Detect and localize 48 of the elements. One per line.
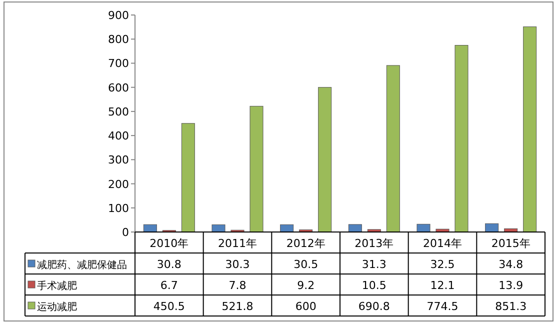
data-label: 31.3 <box>362 258 386 271</box>
data-label: 450.5 <box>153 300 185 313</box>
data-label: 34.8 <box>498 258 524 271</box>
bar <box>318 87 332 232</box>
bar <box>454 45 468 232</box>
y-tick-label: 700 <box>108 57 129 70</box>
data-label: 851.3 <box>495 300 527 313</box>
bar <box>485 223 499 232</box>
legend-label: 运动减肥 <box>37 301 77 313</box>
legend-label: 手术减肥 <box>37 280 77 292</box>
y-tick-label: 200 <box>108 178 129 191</box>
y-tick-label: 500 <box>108 105 129 118</box>
data-label: 774.5 <box>426 300 458 313</box>
data-label: 600 <box>295 300 316 313</box>
y-tick-label: 800 <box>108 33 129 46</box>
x-tick-label: 2015年 <box>491 237 530 250</box>
y-tick-label: 900 <box>108 9 129 22</box>
bar <box>250 106 264 232</box>
data-label: 9.2 <box>297 279 315 292</box>
data-label: 6.7 <box>160 279 178 292</box>
data-label: 30.5 <box>294 258 318 271</box>
y-tick-label: 300 <box>108 154 129 167</box>
x-tick-label: 2014年 <box>423 237 462 250</box>
data-label: 690.8 <box>358 300 390 313</box>
y-tick-label: 100 <box>108 202 129 215</box>
y-tick-label: 400 <box>108 130 129 143</box>
bar <box>143 224 157 232</box>
legend-label: 减肥药、减肥保健品 <box>37 259 127 271</box>
data-label: 30.8 <box>156 258 182 271</box>
bar <box>386 65 400 232</box>
y-tick-label: 0 <box>122 226 129 239</box>
data-label: 30.3 <box>225 258 250 271</box>
x-tick-label: 2010年 <box>150 237 189 250</box>
bar <box>523 26 537 232</box>
y-tick-label: 600 <box>108 81 129 94</box>
bar <box>348 224 362 232</box>
data-label: 7.8 <box>228 279 246 292</box>
x-tick-label: 2013年 <box>354 237 394 250</box>
x-tick-label: 2012年 <box>286 237 326 250</box>
bar <box>181 123 195 232</box>
data-label: 12.1 <box>430 279 455 292</box>
data-label: 13.9 <box>498 279 524 292</box>
data-label: 521.8 <box>222 300 254 313</box>
x-tick-label: 2011年 <box>218 237 257 250</box>
bar <box>416 224 430 232</box>
data-label: 10.5 <box>362 279 386 292</box>
bar <box>212 224 226 232</box>
data-label: 32.5 <box>430 258 455 271</box>
